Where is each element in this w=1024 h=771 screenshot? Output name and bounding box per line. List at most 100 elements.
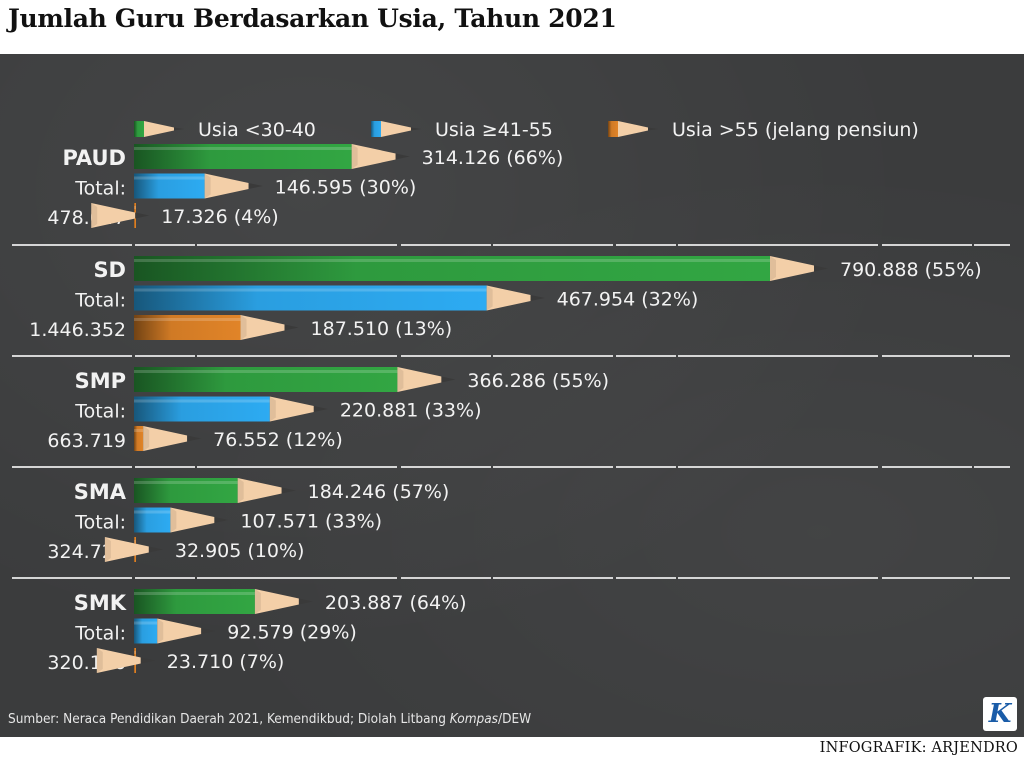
pencil-body [134,426,144,451]
bar-paud-1 [134,173,263,199]
bar-sma-2 [104,537,163,562]
legend-pencil-lead [411,127,421,131]
pencil-lead [441,376,456,383]
group-total-label: Total: [74,290,126,312]
pencil-wood [254,589,299,614]
pencil-lead [313,406,328,412]
legend-label: Usia <30-40 [198,119,316,141]
pencil-wood-edge [170,507,177,533]
pencil-wood-edge [486,285,493,311]
pencil-body [134,315,241,340]
data-label: 220.881 (33%) [340,400,482,422]
group-total-label: Total: [74,401,126,423]
bar-smp-2 [134,426,202,451]
pencil-highlight [134,621,158,625]
group-smp: SMP Total: 663.719 366.286 (55%) 220.881 (33… [47,369,609,452]
data-label: 32.905 (10%) [175,540,305,562]
data-label: 366.286 (55%) [467,370,609,392]
pencil-highlight [134,318,241,321]
pencil-body [134,618,158,644]
pencil-highlight [134,399,270,403]
bar-smk-1 [134,618,216,644]
pencil-lead [298,598,313,605]
pencil-lead [530,295,545,301]
pencil-highlight [134,259,770,262]
pencil-wood-edge [254,589,261,614]
group-name: SMA [74,480,127,504]
pencil-highlight [134,510,171,514]
legend-pencil-lead [174,127,184,131]
group-total-label: Total: [74,512,126,534]
pencil-wood [351,144,396,169]
source-prefix: Sumber: Neraca Pendidikan Daerah 2021, K… [8,711,450,727]
pencil-wood-edge [770,256,776,281]
pencil-body [134,396,270,422]
group-total-label: Total: [74,178,126,200]
legend-pencil-lead [648,127,658,131]
pencil-wood-edge [96,648,103,673]
bar-paud-0 [134,144,410,169]
bar-smp-1 [134,396,328,422]
infographic-credit: INFOGRAFIK: ARJENDRO [819,740,1018,756]
pencil-lead [201,628,216,634]
pencil-lead [148,546,163,553]
bar-paud-2 [91,203,150,228]
pencil-lead [135,212,150,219]
data-label: 184.246 (57%) [308,481,450,503]
pencil-wood [237,478,282,503]
data-label: 187.510 (13%) [311,318,453,340]
pencil-highlight [134,206,136,209]
pencil-wood [770,256,814,281]
pencil-highlight [134,147,352,150]
pencil-wood-edge [91,203,98,228]
pencil-highlight [134,370,398,373]
pencil-body [134,367,398,392]
bar-smp-0 [134,367,456,392]
bar-smk-2 [96,648,155,673]
pencil-wood-edge [104,537,111,562]
data-label: 17.326 (4%) [161,206,279,228]
data-label: 107.571 (33%) [240,511,382,533]
data-label: 92.579 (29%) [227,622,357,644]
group-sd: SD Total: 1.446.352 790.888 (55%) 467.954 (3… [29,258,981,341]
data-label: 203.887 (64%) [325,592,467,614]
source-suffix: /DEW [498,711,532,727]
pencil-wood [240,315,285,340]
chalkboard-background: Usia <30-40 Usia ≥41-55 Usia >55 (jelang p… [0,54,1024,737]
legend-label: Usia >55 (jelang pensiun) [672,119,919,141]
pencil-body [134,478,238,503]
pencil-wood-edge [143,426,150,451]
pencil-wood-edge [351,144,358,169]
pencil-highlight [134,288,487,292]
pencil-wood-edge [157,618,164,644]
legend-pencil-body [608,121,618,137]
group-total-value: 663.719 [47,430,126,452]
pencil-wood-edge [269,396,276,422]
legend-item: Usia >55 (jelang pensiun) [608,119,919,141]
group-name: PAUD [62,146,126,170]
pencil-wood-edge [240,315,247,340]
bar-sd-0 [134,256,828,281]
pencil-bar-chart: Usia <30-40 Usia ≥41-55 Usia >55 (jelang p… [12,119,1010,674]
pencil-lead [284,324,299,331]
legend-item: Usia ≥41-55 [371,119,553,141]
page-title: Jumlah Guru Berdasarkan Usia, Tahun 2021 [8,4,617,33]
data-label: 314.126 (66%) [422,147,564,169]
group-name: SMP [75,369,126,393]
kompas-logo: K [983,697,1017,731]
group-total-value: 1.446.352 [29,319,126,341]
legend-pencil-wood [144,121,174,137]
bar-sd-2 [134,315,299,340]
pencil-body [134,173,205,199]
data-label: 23.710 (7%) [167,651,285,673]
pencil-highlight [134,176,205,180]
pencil-wood [143,426,188,451]
bar-smk-0 [134,589,313,614]
data-label: 467.954 (32%) [557,289,699,311]
pencil-wood [170,507,215,533]
source-emphasis: Kompas [449,711,499,727]
pencil-lead [214,517,229,523]
legend-item: Usia <30-40 [134,119,316,141]
pencil-lead [281,487,296,494]
source-note: Sumber: Neraca Pendidikan Daerah 2021, K… [8,711,531,727]
